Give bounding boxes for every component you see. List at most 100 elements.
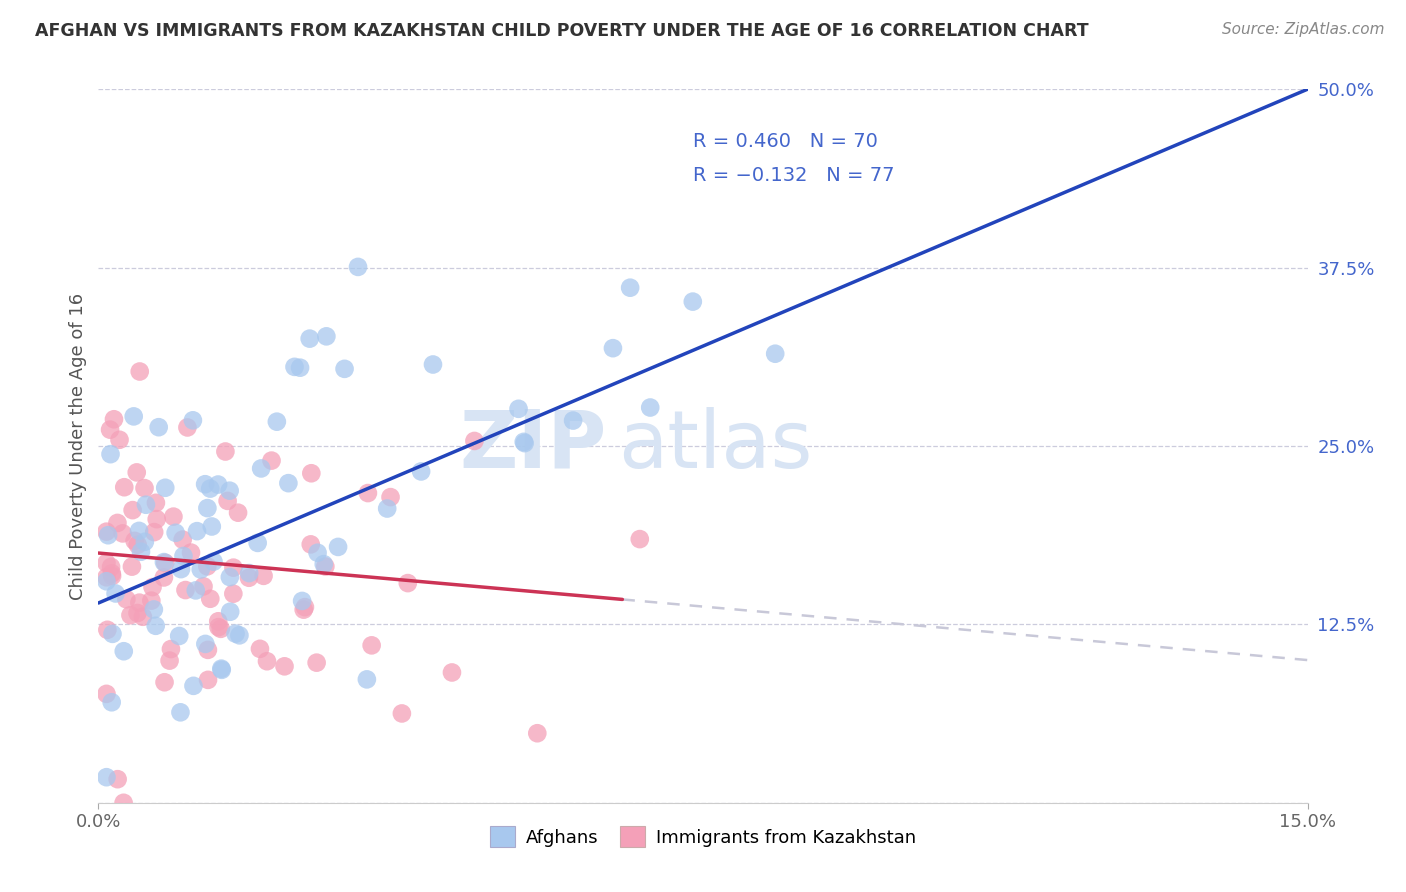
Point bbox=[100, 560, 122, 574]
Point bbox=[190, 562, 212, 576]
Point bbox=[155, 481, 177, 495]
Point bbox=[299, 467, 322, 481]
Point bbox=[121, 559, 143, 574]
Point bbox=[291, 594, 314, 608]
Point bbox=[214, 444, 236, 458]
Point bbox=[249, 641, 271, 656]
Point bbox=[96, 623, 118, 637]
Point bbox=[153, 675, 176, 690]
Point bbox=[202, 555, 225, 569]
Point bbox=[218, 483, 240, 498]
Point bbox=[155, 556, 177, 570]
Point bbox=[357, 486, 380, 500]
Point bbox=[380, 490, 402, 504]
Point bbox=[134, 534, 156, 549]
Point bbox=[314, 559, 336, 574]
Point bbox=[160, 642, 183, 657]
Point bbox=[294, 600, 316, 615]
Point bbox=[112, 644, 135, 658]
Point bbox=[207, 615, 229, 629]
Point bbox=[194, 637, 217, 651]
Point bbox=[217, 494, 239, 508]
Point bbox=[333, 361, 356, 376]
Point bbox=[218, 570, 240, 584]
Point bbox=[222, 587, 245, 601]
Point bbox=[108, 433, 131, 447]
Point bbox=[238, 566, 260, 581]
Point bbox=[141, 580, 163, 594]
Point bbox=[638, 401, 661, 415]
Point bbox=[315, 329, 337, 343]
Point bbox=[312, 557, 335, 571]
Point bbox=[602, 341, 624, 355]
Point bbox=[174, 582, 197, 597]
Text: ZIP: ZIP bbox=[458, 407, 606, 485]
Point bbox=[111, 526, 134, 541]
Point bbox=[169, 706, 191, 720]
Point bbox=[463, 434, 485, 448]
Point bbox=[122, 409, 145, 424]
Point bbox=[100, 447, 122, 461]
Point bbox=[103, 412, 125, 426]
Point bbox=[96, 524, 118, 539]
Point bbox=[256, 654, 278, 668]
Point bbox=[197, 501, 219, 516]
Point bbox=[526, 726, 548, 740]
Text: Source: ZipAtlas.com: Source: ZipAtlas.com bbox=[1222, 22, 1385, 37]
Point bbox=[128, 524, 150, 538]
Point bbox=[121, 503, 143, 517]
Point bbox=[307, 546, 329, 560]
Point bbox=[176, 420, 198, 434]
Point bbox=[159, 654, 181, 668]
Point bbox=[209, 662, 232, 676]
Point bbox=[172, 549, 194, 563]
Point bbox=[200, 591, 222, 606]
Point bbox=[298, 332, 321, 346]
Point bbox=[128, 364, 150, 378]
Point bbox=[96, 556, 118, 570]
Point bbox=[763, 347, 786, 361]
Point bbox=[277, 476, 299, 491]
Point bbox=[127, 606, 149, 620]
Point bbox=[100, 695, 122, 709]
Point bbox=[124, 533, 146, 548]
Point bbox=[148, 420, 170, 434]
Point bbox=[184, 583, 207, 598]
Point bbox=[145, 512, 167, 526]
Text: atlas: atlas bbox=[619, 407, 813, 485]
Point bbox=[305, 656, 328, 670]
Point bbox=[219, 605, 242, 619]
Point bbox=[98, 423, 121, 437]
Point bbox=[132, 609, 155, 624]
Point bbox=[260, 453, 283, 467]
Point bbox=[162, 509, 184, 524]
Point bbox=[193, 579, 215, 593]
Y-axis label: Child Poverty Under the Age of 16: Child Poverty Under the Age of 16 bbox=[69, 293, 87, 599]
Point bbox=[97, 528, 120, 542]
Point bbox=[201, 519, 224, 533]
Point bbox=[246, 536, 269, 550]
Text: R = −0.132   N = 77: R = −0.132 N = 77 bbox=[693, 166, 894, 185]
Point bbox=[513, 434, 536, 449]
Point bbox=[101, 566, 124, 581]
Point bbox=[299, 537, 322, 551]
Point bbox=[422, 358, 444, 372]
Point bbox=[562, 413, 585, 427]
Point bbox=[142, 602, 165, 616]
Point bbox=[153, 570, 176, 584]
Point bbox=[200, 482, 222, 496]
Point bbox=[396, 576, 419, 591]
Point bbox=[197, 643, 219, 657]
Point bbox=[96, 574, 118, 589]
Point bbox=[207, 620, 229, 634]
Point bbox=[128, 596, 150, 610]
Point bbox=[145, 619, 167, 633]
Point bbox=[682, 294, 704, 309]
Point bbox=[266, 415, 288, 429]
Point bbox=[141, 593, 163, 607]
Point bbox=[225, 626, 247, 640]
Point bbox=[195, 559, 218, 574]
Point bbox=[125, 466, 148, 480]
Point bbox=[143, 525, 166, 540]
Point bbox=[145, 496, 167, 510]
